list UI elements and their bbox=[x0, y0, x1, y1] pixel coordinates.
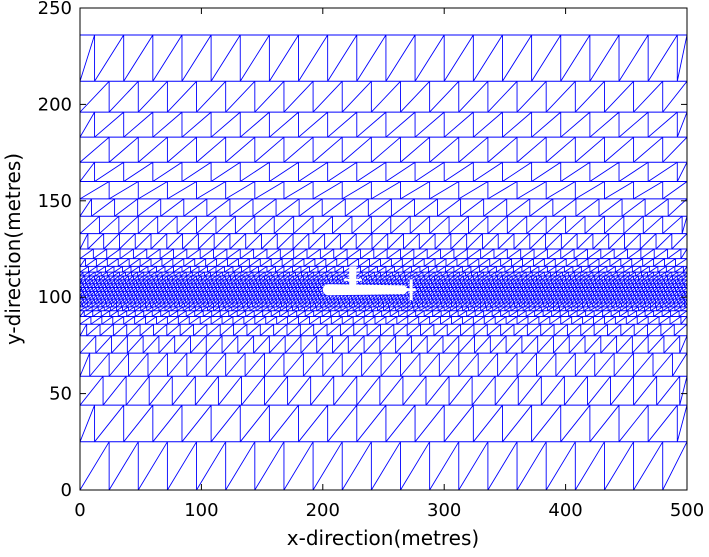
mesh-row bbox=[80, 215, 687, 234]
mesh-row-elements bbox=[80, 258, 687, 267]
mesh-row bbox=[80, 181, 687, 200]
mesh-row bbox=[80, 279, 687, 285]
mesh-row-elements bbox=[80, 302, 687, 308]
submarine-hull bbox=[322, 284, 409, 296]
mesh-row-elements bbox=[80, 111, 687, 138]
mesh-row bbox=[80, 306, 687, 312]
x-axis-label: x-direction(metres) bbox=[287, 526, 479, 550]
mesh-row bbox=[80, 298, 687, 304]
x-tick-label: 400 bbox=[548, 500, 582, 521]
mesh-row-elements bbox=[80, 375, 687, 406]
mesh-row bbox=[80, 34, 687, 82]
mesh-row bbox=[80, 111, 687, 138]
mesh-row-elements bbox=[80, 198, 687, 217]
mesh-row-elements bbox=[80, 310, 687, 317]
mesh-row bbox=[80, 198, 687, 217]
mesh-row-elements bbox=[80, 233, 687, 250]
mesh-row bbox=[80, 302, 687, 308]
mesh-row-elements bbox=[80, 80, 687, 113]
mesh-row-elements bbox=[80, 34, 687, 82]
y-tick-label: 50 bbox=[49, 384, 72, 405]
x-axis: 0 100 200 300 400 500 bbox=[74, 8, 704, 521]
mesh-row-elements bbox=[80, 215, 687, 234]
y-axis-label: y-direction(metres) bbox=[1, 153, 25, 345]
mesh-row-elements bbox=[80, 306, 687, 312]
y-tick-label: 0 bbox=[61, 480, 72, 501]
mesh-row-elements bbox=[80, 136, 687, 163]
mesh-row bbox=[80, 233, 687, 250]
mesh-row-elements bbox=[80, 441, 687, 490]
y-tick-label: 150 bbox=[38, 191, 72, 212]
mesh-row bbox=[80, 404, 687, 443]
y-tick-label: 100 bbox=[38, 287, 72, 308]
mesh-row-elements bbox=[80, 335, 687, 354]
mesh-row-elements bbox=[80, 279, 687, 285]
submarine-sail-plane bbox=[343, 278, 362, 281]
mesh-row-elements bbox=[80, 181, 687, 200]
x-tick-label: 500 bbox=[670, 500, 704, 521]
mesh-row-elements bbox=[80, 248, 687, 260]
mesh-row bbox=[80, 161, 687, 182]
submarine-silhouette bbox=[322, 266, 416, 301]
mesh-row bbox=[80, 352, 687, 377]
x-tick-label: 0 bbox=[74, 500, 85, 521]
y-tick-label: 200 bbox=[38, 94, 72, 115]
mesh bbox=[80, 34, 687, 490]
x-tick-label: 100 bbox=[184, 500, 218, 521]
mesh-row bbox=[80, 248, 687, 260]
x-tick-label: 200 bbox=[306, 500, 340, 521]
mesh-row bbox=[80, 441, 687, 490]
mesh-row bbox=[80, 294, 687, 300]
mesh-row-elements bbox=[80, 298, 687, 304]
mesh-row bbox=[80, 271, 687, 277]
mesh-row-elements bbox=[80, 323, 687, 337]
plot-frame bbox=[79, 7, 688, 491]
submarine-sail bbox=[349, 266, 357, 286]
mesh-row-elements bbox=[80, 404, 687, 443]
mesh-row-elements bbox=[80, 316, 687, 325]
mesh-row bbox=[80, 80, 687, 113]
mesh-row-elements bbox=[80, 294, 687, 300]
mesh-row bbox=[80, 258, 687, 267]
mesh-row bbox=[80, 335, 687, 354]
mesh-row bbox=[80, 375, 687, 406]
mesh-row bbox=[80, 136, 687, 163]
y-axis: 0 50 100 150 200 250 bbox=[38, 0, 687, 501]
x-tick-label: 300 bbox=[427, 500, 461, 521]
mesh-row bbox=[80, 323, 687, 337]
mesh-row-elements bbox=[80, 161, 687, 182]
y-tick-label: 250 bbox=[38, 0, 72, 19]
mesh-row-elements bbox=[80, 352, 687, 377]
submarine-stern-plane bbox=[404, 288, 416, 292]
